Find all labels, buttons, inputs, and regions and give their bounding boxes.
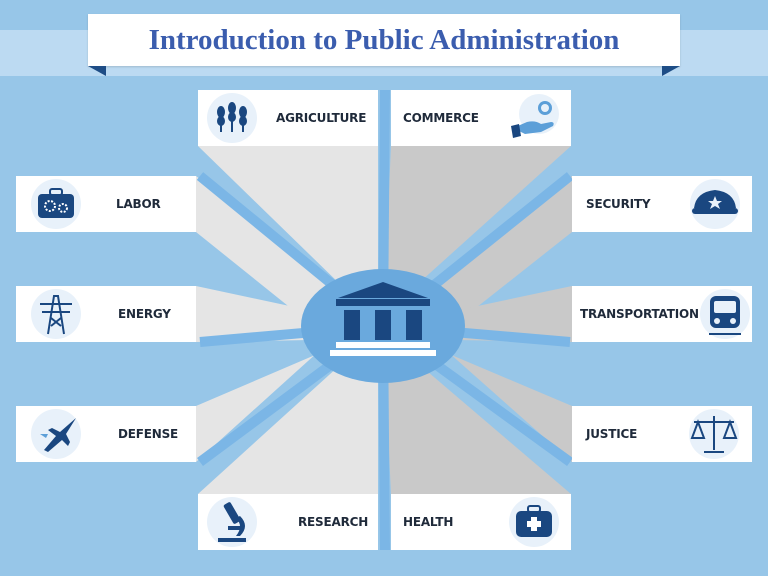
sector-label-research: RESEARCH: [298, 515, 369, 529]
hand-coin-icon: [507, 92, 563, 144]
title-banner-fold-left: [88, 66, 106, 76]
sector-label-energy: ENERGY: [118, 307, 171, 321]
beam-transportation: [383, 286, 572, 342]
sector-label-health: HEALTH: [403, 515, 454, 529]
beam-justice: [383, 326, 572, 462]
train-icon: [699, 288, 751, 340]
wheat-icon: [206, 92, 258, 144]
sector-card-labor: LABOR: [16, 176, 196, 232]
sector-label-defense: DEFENSE: [118, 427, 179, 441]
sector-label-agriculture: AGRICULTURE: [276, 111, 367, 125]
beam-health: [383, 326, 571, 494]
sector-card-transportation: TRANSPORTATION: [572, 286, 752, 342]
beam-energy: [196, 286, 383, 342]
beam-defense: [196, 326, 383, 462]
central-hub: [301, 269, 465, 383]
sector-card-health: HEALTH: [391, 494, 571, 550]
fighter-jet-icon: [30, 408, 82, 460]
sector-card-commerce: COMMERCE: [391, 90, 571, 146]
sector-label-commerce: COMMERCE: [403, 111, 479, 125]
microscope-icon: [206, 496, 258, 548]
police-cap-icon: [688, 178, 742, 230]
sector-label-justice: JUSTICE: [586, 427, 638, 441]
sector-card-research: RESEARCH: [198, 494, 378, 550]
sector-card-defense: DEFENSE: [16, 406, 196, 462]
sector-label-transportation: TRANSPORTATION: [580, 307, 699, 321]
sector-card-justice: JUSTICE: [572, 406, 752, 462]
government-building-icon: [330, 282, 436, 356]
first-aid-kit-icon: [507, 496, 561, 548]
sector-card-agriculture: AGRICULTURE: [198, 90, 378, 146]
power-tower-icon: [30, 288, 82, 340]
sector-card-security: SECURITY: [572, 176, 752, 232]
page-title: Introduction to Public Administration: [148, 23, 620, 56]
title-banner-fold-right: [662, 66, 680, 76]
toolbox-gears-icon: [30, 178, 82, 230]
scales-icon: [686, 408, 742, 460]
sector-label-labor: LABOR: [116, 197, 161, 211]
title-banner: Introduction to Public Administration: [88, 14, 680, 66]
sector-card-energy: ENERGY: [16, 286, 196, 342]
beam-commerce: [383, 146, 571, 326]
sector-label-security: SECURITY: [586, 197, 651, 211]
